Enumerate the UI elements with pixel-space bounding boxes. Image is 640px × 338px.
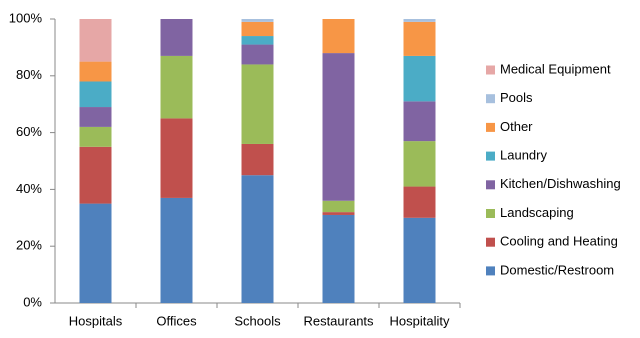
bar-segment (160, 118, 193, 198)
bar-segment (403, 217, 436, 303)
bar-segment (322, 200, 355, 213)
legend-swatch (486, 209, 495, 218)
bar-segment (160, 197, 193, 303)
legend-label: Other (500, 119, 533, 134)
legend-swatch (486, 151, 495, 161)
bar-segment (241, 36, 274, 45)
bar-segment (79, 81, 112, 108)
legend-swatch (486, 237, 495, 247)
bar-segment (241, 21, 274, 37)
bar-segment (403, 101, 436, 142)
bar-segment (403, 19, 436, 22)
legend-swatch (486, 65, 495, 75)
bar-segment (403, 21, 436, 56)
bar-segment (322, 212, 355, 215)
bar-segment (241, 64, 274, 144)
bar-segment (322, 53, 355, 201)
legend-label: Cooling and Heating (500, 234, 618, 249)
y-tick-label: 80% (16, 67, 42, 82)
legend-label: Kitchen/Dishwashing (500, 176, 621, 191)
legend-swatch (486, 94, 495, 104)
bar-segment (403, 186, 436, 218)
x-tick-label: Hospitals (69, 313, 123, 328)
legend-label: Pools (500, 90, 533, 105)
y-tick-label: 100% (9, 10, 43, 25)
bar-segment (403, 55, 436, 102)
bar-segment (322, 214, 355, 303)
bar-segment (160, 19, 193, 56)
bar-segment (79, 203, 112, 303)
bar-segment (79, 107, 112, 127)
legend-label: Medical Equipment (500, 61, 611, 76)
bar-segment (241, 19, 274, 22)
bar-segment (79, 19, 112, 62)
legend-swatch (486, 266, 495, 276)
y-tick-label: 0% (23, 294, 42, 309)
x-tick-label: Hospitality (390, 313, 450, 328)
y-tick-label: 40% (16, 181, 42, 196)
y-tick-label: 20% (16, 238, 42, 253)
legend-label: Landscaping (500, 205, 574, 220)
bar-segment (241, 44, 274, 65)
y-tick-label: 60% (16, 124, 42, 139)
bar-segment (79, 61, 112, 82)
bar-segment (241, 175, 274, 303)
x-tick-label: Schools (234, 313, 281, 328)
legend-swatch (486, 180, 495, 190)
legend-label: Laundry (500, 148, 547, 163)
legend-swatch (486, 122, 495, 132)
bar-segment (160, 55, 193, 119)
bar-segment (322, 19, 355, 54)
x-tick-label: Restaurants (303, 313, 374, 328)
x-tick-label: Offices (156, 313, 197, 328)
legend-label: Domestic/Restroom (500, 262, 614, 277)
bar-segment (79, 146, 112, 204)
bar-segment (403, 141, 436, 187)
bar-segment (241, 143, 274, 176)
bar-segment (79, 126, 112, 147)
